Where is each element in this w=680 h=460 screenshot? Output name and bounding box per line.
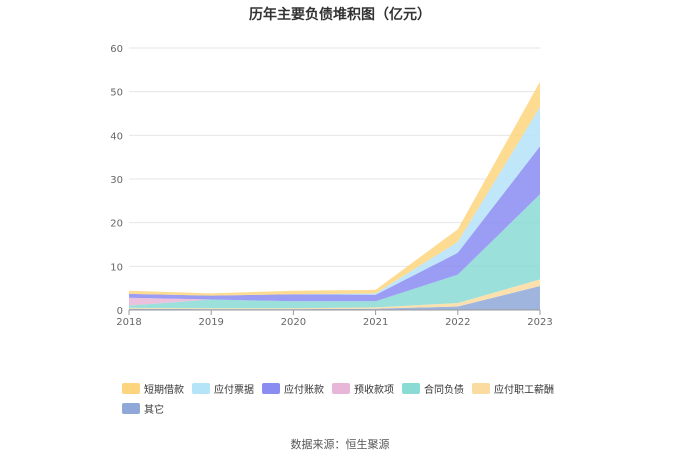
area-series-0 [129, 285, 540, 310]
legend-swatch [192, 382, 210, 394]
y-tick-label: 50 [110, 88, 123, 99]
legend-label: 应付票据 [214, 384, 254, 396]
x-tick-label: 2018 [116, 317, 141, 328]
y-tick-label: 10 [110, 262, 123, 273]
legend-item[interactable]: 应付票据 [192, 378, 262, 398]
legend-label: 合同负债 [424, 384, 464, 396]
legend-label: 其它 [144, 404, 164, 416]
legend-label: 应付职工薪酬 [494, 384, 554, 396]
legend-item[interactable]: 合同负债 [402, 378, 472, 398]
axes: 0 10 20 30 40 50 60 2018 2019 2020 2021 2022 2023 [110, 44, 552, 328]
y-tick-label: 20 [110, 219, 123, 230]
y-tick-label: 60 [110, 44, 123, 55]
legend-item[interactable]: 其它 [122, 398, 192, 418]
x-tick-label: 2023 [527, 317, 552, 328]
legend-item[interactable]: 短期借款 [122, 378, 192, 398]
x-tick-label: 2022 [445, 317, 470, 328]
y-tick-label: 30 [110, 175, 123, 186]
chart-title: 历年主要负债堆积图（亿元） [249, 7, 431, 23]
legend-label: 预收款项 [354, 384, 394, 396]
legend-label: 应付账款 [284, 384, 324, 396]
legend-swatch [122, 382, 140, 394]
legend-item[interactable]: 预收款项 [332, 378, 402, 398]
legend: 短期借款 应付票据 应付账款 预收款项 合同负债 应付职工薪酬其它 [122, 378, 562, 418]
x-tick-label: 2020 [281, 317, 306, 328]
legend-swatch [122, 402, 140, 414]
stacked-area-chart: 0 10 20 30 40 50 60 2018 2019 2020 2021 2022 2023 [110, 44, 552, 328]
legend-swatch [472, 382, 490, 394]
data-source: 数据来源：恒生聚源 [290, 438, 390, 451]
legend-label: 短期借款 [144, 384, 184, 396]
y-tick-label: 0 [117, 306, 123, 317]
legend-swatch [402, 382, 420, 394]
legend-item[interactable]: 应付账款 [262, 378, 332, 398]
legend-swatch [262, 382, 280, 394]
legend-item[interactable]: 应付职工薪酬 [472, 378, 554, 398]
y-tick-label: 40 [110, 131, 123, 142]
legend-swatch [332, 382, 350, 394]
x-tick-label: 2021 [363, 317, 388, 328]
x-tick-label: 2019 [198, 317, 223, 328]
series-areas [129, 81, 540, 310]
